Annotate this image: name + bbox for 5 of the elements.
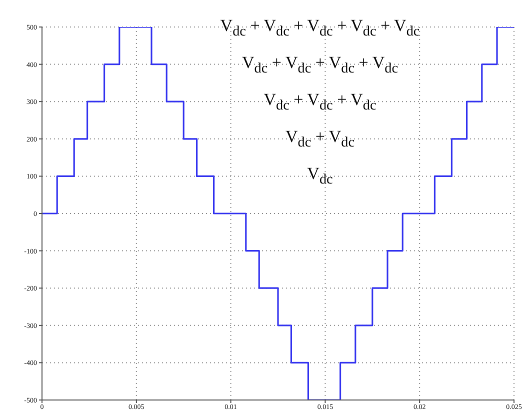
annotation: V$_{dc}$	[307, 164, 333, 188]
annotation: V$_{dc}$ + V$_{dc}$ + V$_{dc}$	[264, 90, 376, 114]
annotation: V$_{dc}$ + V$_{dc}$ + V$_{dc}$ + V$_{dc}$	[242, 53, 398, 76]
annotation: V$_{dc}$ + V$_{dc}$	[285, 127, 355, 150]
text: V$_{dc}$ + V$_{dc}$ + V$_{dc}$ + V$_{dc}$ + V$_{dc}$	[220, 16, 420, 40]
